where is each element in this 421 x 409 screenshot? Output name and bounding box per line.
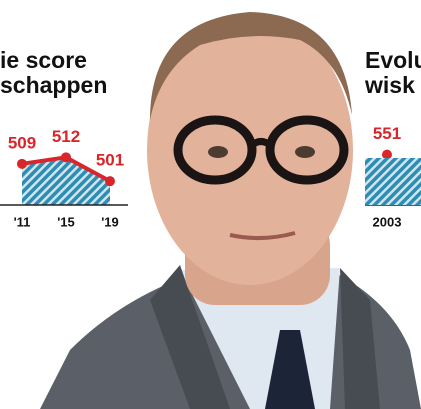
eye: [208, 146, 228, 158]
value-label: 512: [52, 127, 80, 146]
chart-title: ie score: [0, 47, 87, 73]
x-tick-label: '19: [101, 214, 119, 229]
value-label: 551: [373, 124, 401, 143]
glasses-bridge: [252, 142, 270, 146]
x-tick-label: '15: [57, 214, 75, 229]
x-tick-label: 2003: [373, 214, 402, 229]
point: [17, 159, 27, 169]
area-fragment: [365, 158, 421, 205]
screenshot: ie scoreschappen 509 '11 512 '15 501 '19 Evoluw…: [0, 0, 421, 409]
eye: [295, 146, 315, 158]
x-tick-label: '11: [14, 214, 31, 229]
point: [61, 152, 71, 162]
value-label: 501: [96, 151, 124, 170]
chart-title: Evolu: [365, 47, 421, 73]
chart-title: wisk: [364, 72, 415, 98]
chart-title: schappen: [0, 72, 107, 98]
page: ie scoreschappen 509 '11 512 '15 501 '19 Evoluw…: [0, 0, 421, 409]
value-label: 509: [8, 133, 36, 152]
point: [105, 176, 115, 186]
